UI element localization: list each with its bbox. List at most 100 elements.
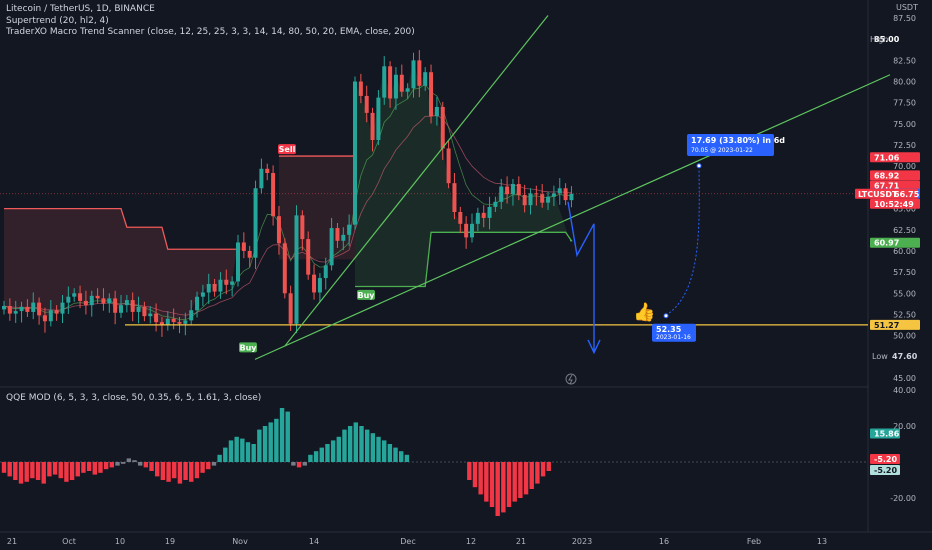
qqe-bar (257, 429, 262, 462)
candle-body (271, 173, 276, 217)
osc-tick: -20.00 (890, 494, 916, 503)
price-tick: 60.00 (893, 247, 916, 256)
buy-signal-2: Buy (357, 291, 375, 300)
qqe-bar (47, 462, 52, 477)
candle-body (247, 250, 252, 258)
candle-body (329, 228, 334, 266)
price-tick: 77.50 (893, 99, 916, 108)
low-value-bg (870, 350, 920, 361)
qqe-bar (325, 444, 330, 462)
candle-body (341, 234, 346, 241)
qqe-bar (18, 462, 24, 484)
qqe-bar (529, 462, 534, 489)
symbol-legend[interactable]: Litecoin / TetherUS, 1D, BINANCE (6, 4, 155, 14)
candle-body (475, 212, 480, 224)
candle-body (2, 306, 6, 310)
candle-body (212, 283, 217, 292)
qqe-bar (484, 462, 489, 502)
qqe-bar (1, 462, 7, 473)
qqe-bar (52, 462, 58, 475)
qqe-bar (217, 454, 222, 462)
supertrend-legend[interactable]: Supertrend (20, hl2, 4) (6, 16, 109, 26)
candle-body (505, 186, 510, 195)
qqe-bar (183, 462, 188, 480)
price-tick: 57.50 (893, 268, 916, 277)
buy-signal-1-bg (239, 342, 257, 353)
qqe-bar (399, 451, 404, 462)
candle-body (388, 66, 393, 99)
candle-body (358, 81, 363, 96)
qqe-bar (143, 462, 149, 468)
candle-body (528, 193, 533, 206)
qqe-bar (35, 462, 41, 480)
qqe-bar (234, 436, 239, 462)
qqe-bar (381, 440, 387, 462)
qqe-bar (540, 462, 546, 477)
countdown-label: 10:52:49 (874, 200, 914, 209)
overlays: 👍 Sell Buy Buy 17.69 (33.80%) in 6d 70.05 @ 2… (0, 15, 891, 385)
candle-body (72, 293, 77, 297)
qqe-bar (285, 411, 290, 462)
price-badge-bg (870, 152, 920, 163)
time-tick: Nov (232, 537, 248, 546)
symbol-tag-bg (855, 188, 918, 199)
candle-body (183, 320, 188, 324)
osc-badge-bg (870, 465, 900, 475)
target-callout-bg (687, 134, 774, 157)
qqe-bar (302, 462, 307, 466)
qqe-bar (506, 462, 512, 507)
target-curve (665, 170, 700, 316)
qqe-bar (387, 444, 393, 462)
candle-body (171, 318, 176, 323)
candle-body (411, 60, 416, 89)
qqe-bar (330, 440, 336, 462)
alert-icon (565, 373, 577, 385)
osc-tick: 40.00 (893, 386, 916, 395)
candle-body (516, 184, 521, 196)
time-tick: Feb (747, 537, 761, 546)
candle-body (241, 242, 246, 251)
candle-body (54, 310, 59, 314)
supertrend-bear-fill (4, 208, 244, 326)
ema-slow-line (3, 114, 572, 316)
qqe-bar (489, 462, 495, 507)
candle-body (119, 305, 123, 313)
candle-body (136, 306, 141, 312)
time-tick: 13 (817, 537, 827, 546)
qqe-bar (308, 454, 313, 462)
candle-body (130, 300, 135, 312)
countdown-bg (870, 198, 920, 209)
candle-body (370, 112, 375, 140)
candle-body (253, 188, 258, 258)
qqe-bar (211, 462, 217, 466)
high-value-badge: 85.00 (874, 35, 900, 44)
candle-body (493, 201, 498, 207)
qqe-bar (126, 458, 132, 462)
supertrend-ribbon (3, 60, 573, 326)
price-badge: 71.06 (874, 153, 900, 162)
thumbs-up-icon: 👍 (633, 301, 655, 323)
qqe-legend[interactable]: QQE MOD (6, 5, 3, 3, close, 50, 0.35, 6,… (6, 393, 262, 403)
osc-badge-bg (870, 454, 900, 464)
qqe-bar (546, 462, 551, 471)
qqe-bar (404, 454, 410, 462)
base-callout-line2: 2023-01-16 (656, 334, 691, 341)
candle-body (95, 295, 100, 299)
steep-trendline (284, 15, 549, 347)
candle-body (224, 279, 229, 285)
scanner-legend[interactable]: TraderXO Macro Trend Scanner (close, 12,… (6, 27, 415, 37)
candle-body (218, 279, 223, 292)
target-start-dot (663, 313, 669, 319)
qqe-bar (393, 447, 398, 462)
candle-body (60, 302, 65, 314)
qqe-bar (495, 462, 500, 516)
candle-body (300, 215, 305, 240)
low-label: Low (872, 352, 888, 361)
candle-body (101, 298, 106, 304)
qqe-bar (353, 422, 359, 462)
qqe-bar (13, 462, 18, 480)
qqe-bar (501, 462, 506, 513)
candle-body (37, 302, 42, 316)
